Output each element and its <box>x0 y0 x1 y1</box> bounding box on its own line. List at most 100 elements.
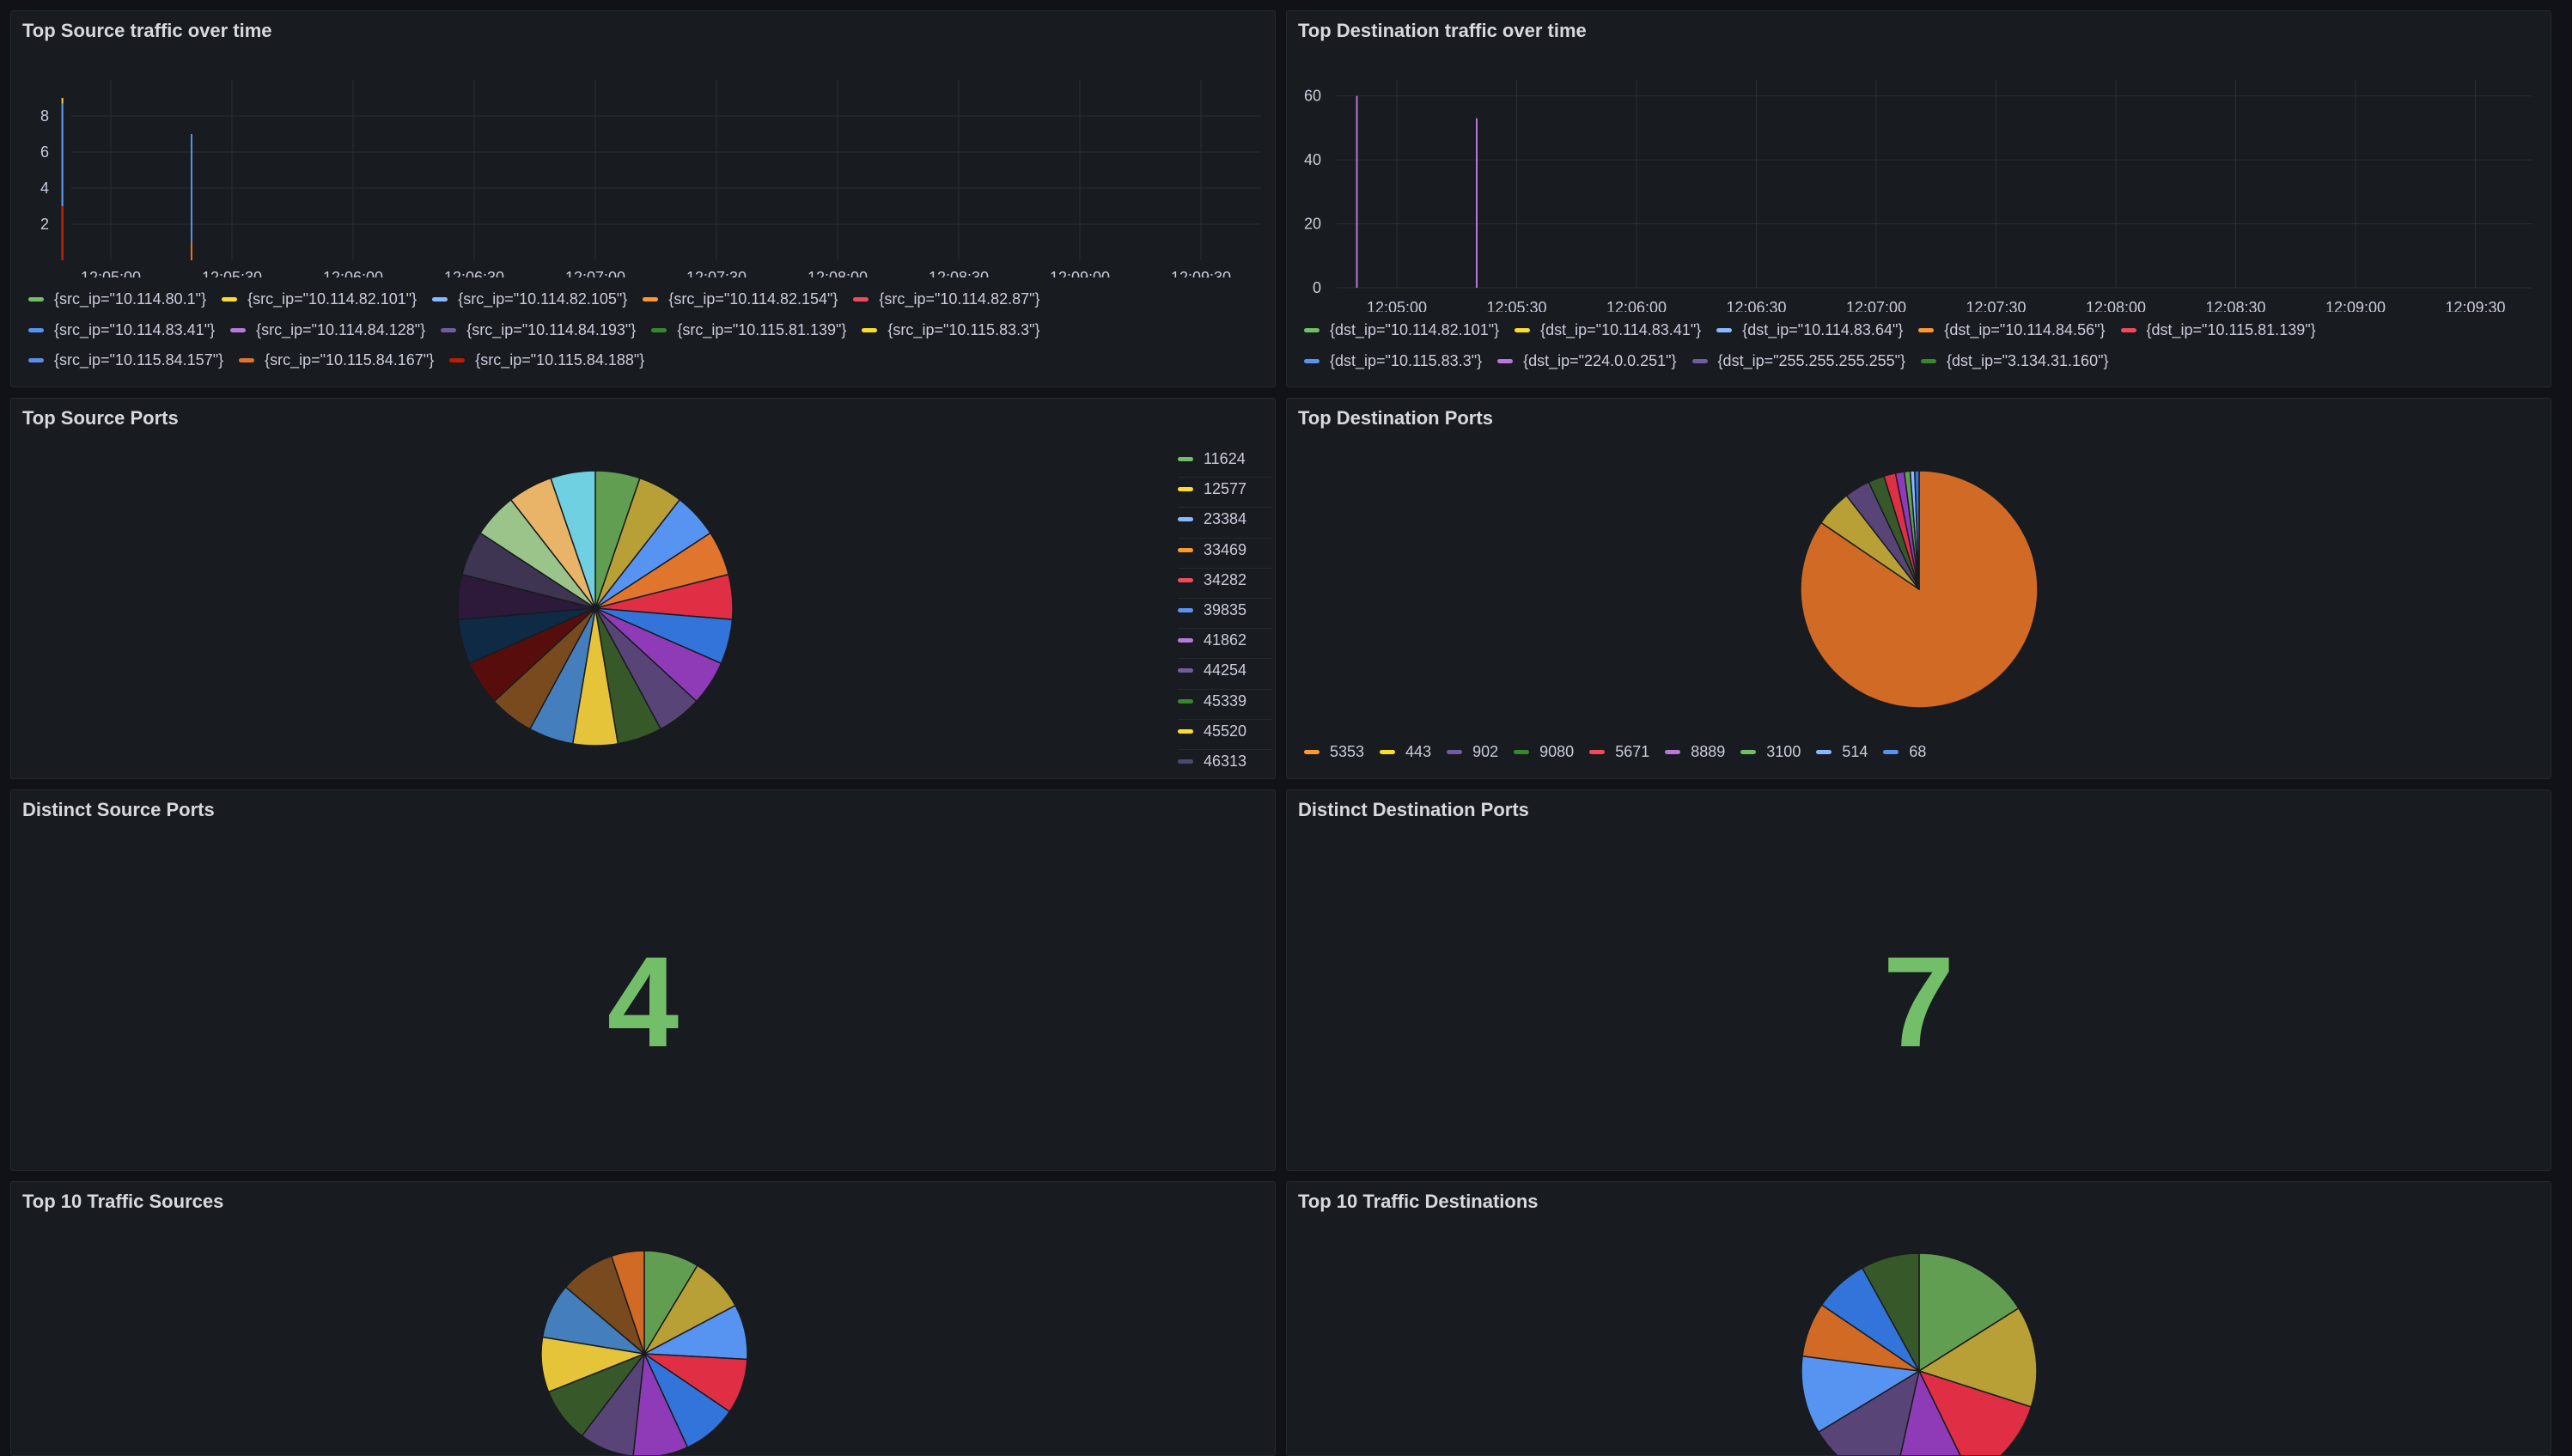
legend-item[interactable]: {dst_ip="10.114.83.64"} <box>1716 321 1903 339</box>
legend-item[interactable]: {src_ip="10.114.82.154"} <box>643 290 838 308</box>
panel-top-source-ports[interactable]: Top Source Ports 11624 12577 23384 33469 342… <box>10 398 1276 779</box>
legend-item[interactable]: 68 <box>1883 743 1926 761</box>
legend-item[interactable]: {src_ip="10.115.81.139"} <box>651 321 846 339</box>
legend-item[interactable]: {dst_ip="224.0.0.251"} <box>1497 352 1677 370</box>
destination-traffic-chart[interactable]: 12:05:00 12:05:30 12:06:00 12:06:30 12:07:00… <box>1287 11 2551 312</box>
legend-item[interactable]: 514 <box>1816 743 1868 761</box>
panel-top-destination-traffic[interactable]: Top Destination traffic over time 12:05:… <box>1286 10 2551 387</box>
panel-title[interactable]: Top Source traffic over time <box>22 20 272 41</box>
legend-label: {src_ip="10.114.83.41"} <box>54 320 216 338</box>
legend-label: 514 <box>1842 743 1868 760</box>
pie-slice[interactable] <box>1817 1369 1921 1456</box>
legend-item[interactable]: {dst_ip="10.115.81.139"} <box>2120 321 2316 339</box>
legend-label: {src_ip="10.115.81.139"} <box>677 320 847 338</box>
legend-item[interactable]: 443 <box>1380 743 1431 761</box>
destination-ports-pie[interactable] <box>1287 399 2551 759</box>
legend-separator <box>1178 507 1272 509</box>
legend-item[interactable]: 34282 <box>1178 571 1246 589</box>
panel-distinct-destination-ports[interactable]: Distinct Destination Ports 7 <box>1286 789 2551 1171</box>
legend-label: 68 <box>1909 743 1927 760</box>
legend-item[interactable]: 39835 <box>1178 601 1246 619</box>
panel-title[interactable]: Top Destination traffic over time <box>1298 20 1587 41</box>
panel-title[interactable]: Top Destination Ports <box>1298 407 1493 429</box>
legend-swatch <box>1304 358 1320 363</box>
legend-item[interactable]: {src_ip="10.114.82.105"} <box>432 290 627 308</box>
panel-title[interactable]: Top 10 Traffic Sources <box>22 1191 224 1212</box>
legend-item[interactable]: {src_ip="10.115.84.157"} <box>28 351 223 369</box>
legend-swatch <box>1921 358 1937 363</box>
pie-slice[interactable] <box>550 470 596 609</box>
pie-slice[interactable] <box>1801 1355 1922 1434</box>
legend-item[interactable]: 33469 <box>1178 541 1246 559</box>
x-tick-label: 12:07:30 <box>686 269 747 277</box>
legend-label: 12577 <box>1204 480 1247 498</box>
legend-item[interactable]: {src_ip="10.114.84.128"} <box>230 321 425 339</box>
legend-item[interactable]: 45520 <box>1178 722 1246 740</box>
legend-item[interactable]: {dst_ip="10.115.83.3"} <box>1304 352 1482 370</box>
legend-item[interactable]: 46313 <box>1178 752 1246 771</box>
panel-title[interactable]: Distinct Source Ports <box>22 799 215 820</box>
source-ports-pie[interactable] <box>11 399 1128 779</box>
panel-title[interactable]: Top 10 Traffic Destinations <box>1298 1191 1539 1212</box>
x-tick-label: 12:06:00 <box>323 269 383 277</box>
x-tick-label: 12:06:00 <box>1606 299 1667 312</box>
pie-slice[interactable] <box>1918 1252 2020 1373</box>
legend-item[interactable]: {src_ip="10.115.84.188"} <box>449 351 644 369</box>
legend-row: 5353 443 902 9080 5671 8889 3100 514 68 <box>1304 740 1941 761</box>
legend-item[interactable]: 3100 <box>1740 743 1801 761</box>
top-destinations-pie[interactable] <box>1287 1182 2551 1456</box>
panel-title[interactable]: Top Source Ports <box>22 407 179 429</box>
legend-item[interactable]: 5671 <box>1589 743 1649 761</box>
legend-item[interactable]: 902 <box>1447 743 1498 761</box>
source-traffic-chart[interactable]: 12:05:00 12:05:30 12:06:00 12:06:30 12:07:00… <box>11 11 1276 277</box>
legend-item[interactable]: {src_ip="10.114.82.87"} <box>853 290 1040 308</box>
legend-swatch <box>1691 358 1708 363</box>
x-tick-label: 12:05:00 <box>81 269 141 277</box>
panel-top-10-traffic-sources[interactable]: Top 10 Traffic Sources <box>10 1181 1276 1456</box>
legend-item[interactable]: {src_ip="10.115.84.167"} <box>239 351 434 369</box>
panel-top-source-traffic[interactable]: Top Source traffic over time 12:05:00 12:… <box>10 10 1276 387</box>
legend-swatch <box>853 297 869 302</box>
legend-item[interactable]: 12577 <box>1178 480 1246 498</box>
panel-top-destination-ports[interactable]: Top Destination Ports 5353 443 902 9080 5671… <box>1286 398 2551 779</box>
pie-slice[interactable] <box>1917 1369 2033 1456</box>
legend-item[interactable]: {src_ip="10.115.83.3"} <box>862 321 1040 339</box>
legend-label: {dst_ip="10.114.82.101"} <box>1330 321 1500 338</box>
pie-slice[interactable] <box>1917 1307 2038 1408</box>
legend-item[interactable]: 11624 <box>1178 450 1246 468</box>
top-sources-pie[interactable] <box>11 1182 1276 1456</box>
legend-item[interactable]: 8889 <box>1665 743 1725 761</box>
legend-item[interactable]: 41862 <box>1178 631 1246 649</box>
legend-item[interactable]: 45339 <box>1178 692 1246 710</box>
pie-slice[interactable] <box>1861 1252 1920 1372</box>
legend-item[interactable]: 5353 <box>1304 743 1364 761</box>
legend-row: {src_ip="10.114.80.1"} {src_ip="10.114.82… <box>28 288 1056 308</box>
pie-slice[interactable] <box>1914 470 1920 590</box>
legend-swatch <box>28 327 44 332</box>
legend-item[interactable]: {src_ip="10.114.83.41"} <box>28 321 215 339</box>
legend-item[interactable]: {src_ip="10.114.82.101"} <box>222 290 417 308</box>
legend-swatch <box>1178 759 1193 764</box>
legend-item[interactable]: {src_ip="10.114.80.1"} <box>28 290 206 308</box>
pie-slice[interactable] <box>632 1351 689 1456</box>
legend-item[interactable]: {dst_ip="10.114.83.41"} <box>1515 321 1701 339</box>
legend-item[interactable]: {dst_ip="10.114.84.56"} <box>1918 321 2106 339</box>
legend-label: {src_ip="10.114.82.101"} <box>247 290 417 308</box>
pie-slice[interactable] <box>610 1250 645 1355</box>
legend-item[interactable]: {src_ip="10.114.84.193"} <box>441 321 636 339</box>
legend-label: 5353 <box>1330 743 1365 760</box>
x-tick-label: 12:08:30 <box>2205 299 2265 312</box>
legend-item[interactable]: 23384 <box>1178 510 1246 528</box>
legend-item[interactable]: {dst_ip="255.255.255.255"} <box>1691 352 1905 370</box>
pie-slice[interactable] <box>1893 1368 1971 1456</box>
legend-swatch <box>28 297 44 302</box>
panel-distinct-source-ports[interactable]: Distinct Source Ports 4 <box>10 789 1276 1171</box>
legend-item[interactable]: 44254 <box>1178 661 1246 679</box>
panel-top-10-traffic-destinations[interactable]: Top 10 Traffic Destinations <box>1286 1181 2551 1456</box>
legend-item[interactable]: {dst_ip="10.114.82.101"} <box>1304 321 1499 339</box>
legend-item[interactable]: {dst_ip="3.134.31.160"} <box>1921 352 2108 370</box>
legend-item[interactable]: 9080 <box>1514 743 1574 761</box>
x-tick-label: 12:07:00 <box>565 269 625 277</box>
legend-label: 902 <box>1472 743 1499 760</box>
panel-title[interactable]: Distinct Destination Ports <box>1298 799 1529 820</box>
